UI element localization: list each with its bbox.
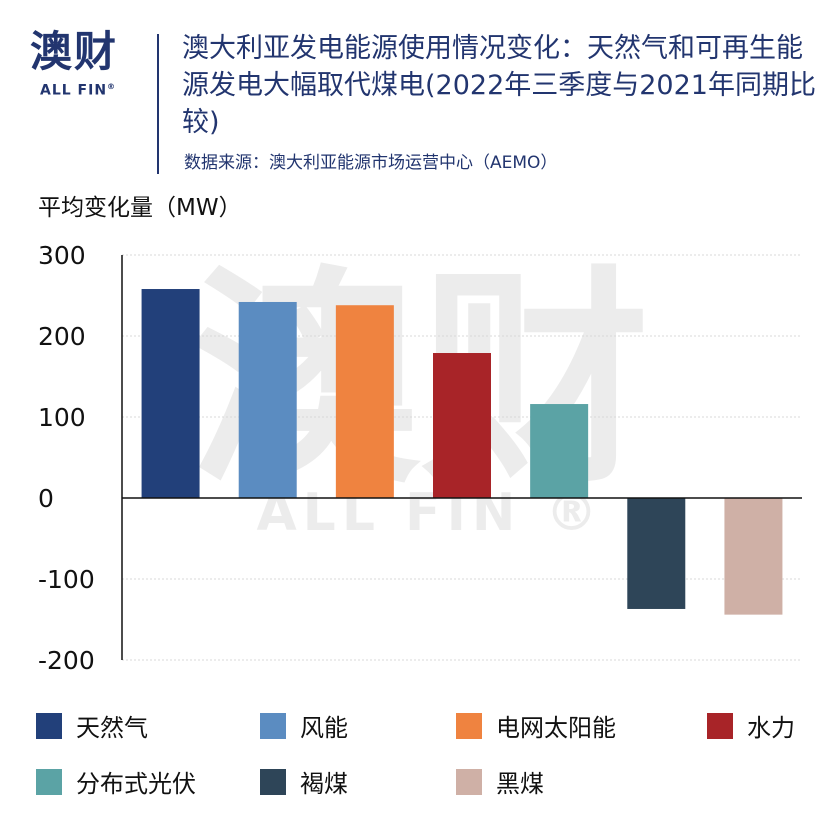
legend-swatch — [260, 712, 286, 739]
y-tick-label: -100 — [38, 565, 95, 594]
bar-6 — [627, 498, 686, 609]
bar-3 — [335, 305, 394, 498]
bar-1 — [141, 289, 200, 498]
y-tick-label: 100 — [38, 403, 86, 432]
legend-item: 天然气 — [36, 708, 148, 743]
legend-item: 黑煤 — [456, 764, 544, 799]
legend-label: 水力 — [747, 714, 795, 742]
bar-4 — [433, 353, 491, 498]
y-tick-label: 0 — [38, 484, 54, 513]
chart-title: 澳大利亚发电能源使用情况变化：天然气和可再生能源发电大幅取代煤电(2022年三季… — [182, 33, 816, 138]
legend-label: 褐煤 — [300, 770, 348, 798]
legend-item: 水力 — [707, 708, 795, 743]
legend-swatch — [707, 712, 733, 739]
legend-label: 风能 — [300, 714, 348, 742]
legend-item: 分布式光伏 — [36, 764, 196, 799]
legend-item: 电网太阳能 — [456, 708, 616, 743]
legend-swatch — [36, 768, 62, 795]
bar-5 — [530, 404, 589, 498]
logo-reg-mark: ® — [107, 82, 117, 91]
legend-item: 风能 — [260, 708, 348, 743]
legend-swatch — [36, 712, 62, 739]
logo-text: 澳财 — [30, 27, 119, 76]
y-axis-label: 平均变化量（MW） — [38, 195, 242, 221]
brand-logo: 澳财 ALL FIN® — [30, 28, 140, 108]
bar-2 — [238, 301, 297, 498]
bar-7 — [724, 498, 783, 615]
y-tick-label: -200 — [38, 646, 95, 675]
logo-sub-text: ALL FIN — [40, 82, 108, 99]
header-divider — [157, 34, 159, 174]
legend: 天然气 风能 电网太阳能 水力分布式光伏 褐煤 黑煤 — [0, 700, 838, 820]
legend-swatch — [260, 768, 286, 795]
data-source: 数据来源：澳大利亚能源市场运营中心（AEMO） — [184, 153, 558, 173]
legend-swatch — [456, 768, 482, 795]
legend-label: 黑煤 — [496, 770, 544, 798]
legend-swatch — [456, 712, 482, 739]
legend-label: 分布式光伏 — [76, 770, 196, 798]
y-tick-label: 300 — [38, 241, 86, 270]
legend-label: 天然气 — [76, 714, 148, 742]
logo-subtext: ALL FIN® — [40, 82, 116, 99]
legend-label: 电网太阳能 — [496, 714, 616, 742]
legend-item: 褐煤 — [260, 764, 348, 799]
y-tick-label: 200 — [38, 322, 86, 351]
